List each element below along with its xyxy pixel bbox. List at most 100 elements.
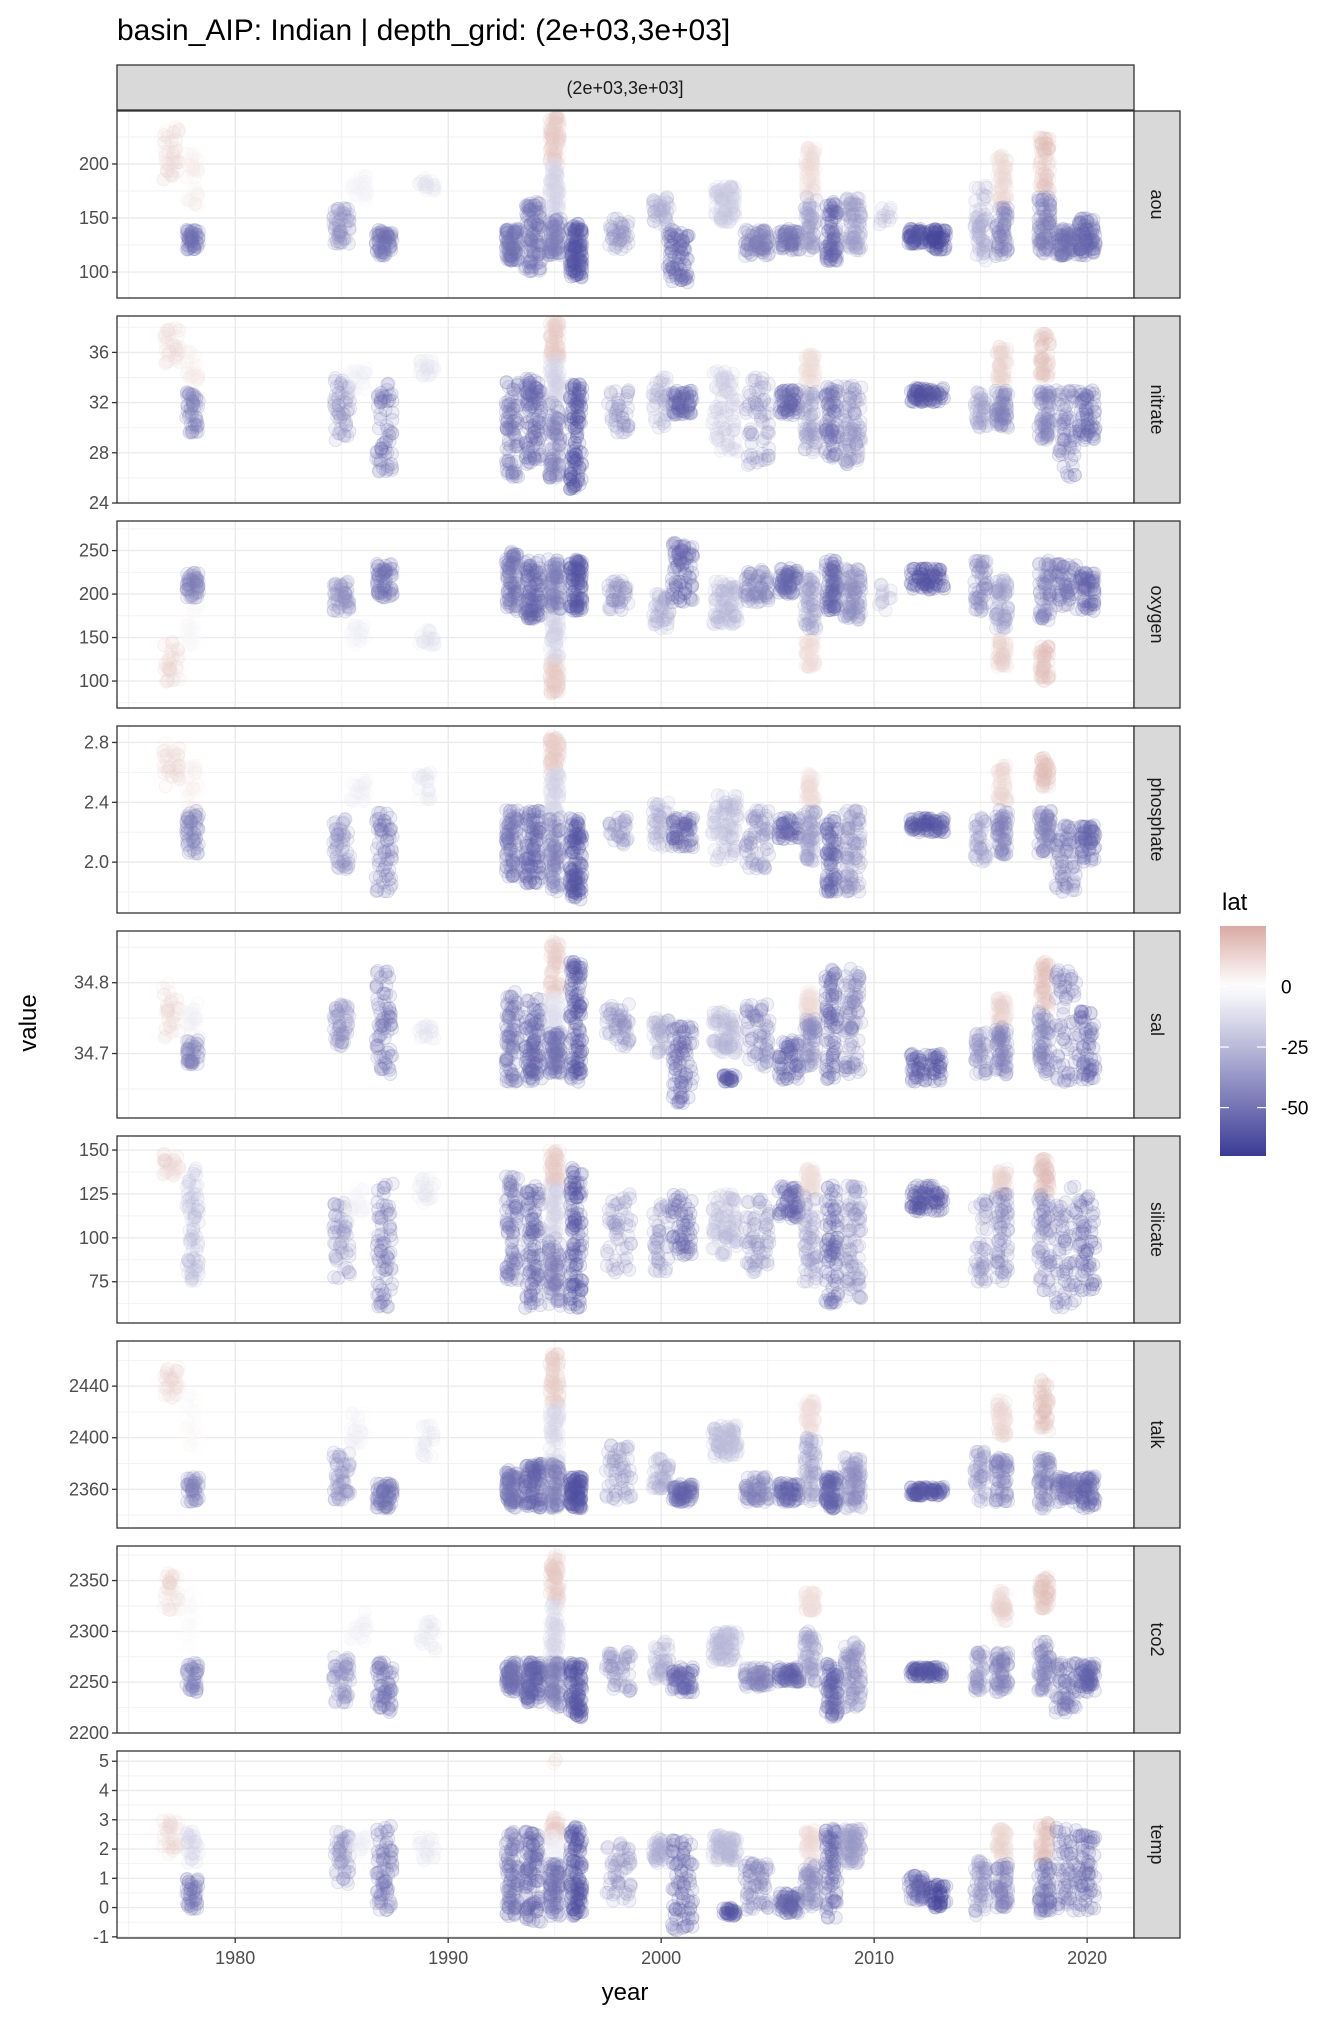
data-point — [158, 136, 171, 149]
data-point — [546, 374, 559, 387]
y-tick-label: 28 — [89, 443, 109, 463]
data-point — [682, 229, 695, 242]
data-point — [190, 578, 203, 591]
data-point — [191, 414, 204, 427]
data-point — [187, 239, 200, 252]
y-tick-label: 24 — [89, 493, 109, 513]
data-point — [358, 382, 371, 395]
data-point — [852, 434, 865, 447]
data-point — [848, 405, 861, 418]
data-point — [1059, 249, 1072, 262]
data-point — [993, 189, 1006, 202]
data-point — [342, 214, 355, 227]
data-point — [809, 364, 822, 377]
data-point — [374, 413, 387, 426]
data-point — [807, 220, 820, 233]
column-strip-label: (2e+03,3e+03] — [566, 78, 683, 98]
data-point — [1040, 433, 1053, 446]
data-point — [428, 182, 441, 195]
y-tick-label: 32 — [89, 393, 109, 413]
data-point — [749, 371, 762, 384]
data-point — [847, 208, 860, 221]
data-point — [990, 347, 1003, 360]
data-point — [884, 211, 897, 224]
data-point — [726, 409, 739, 422]
data-point — [1088, 424, 1101, 437]
data-point — [726, 393, 739, 406]
data-point — [187, 371, 200, 384]
data-point — [841, 455, 854, 468]
y-tick-label: 100 — [79, 262, 109, 282]
data-point — [602, 397, 615, 410]
data-point — [164, 664, 177, 677]
data-point — [160, 356, 173, 369]
data-point — [168, 155, 181, 168]
data-point — [543, 468, 556, 481]
data-point — [682, 401, 695, 414]
data-point — [507, 384, 520, 397]
data-point — [1081, 408, 1094, 421]
data-point — [1075, 396, 1088, 409]
data-point — [727, 200, 740, 213]
data-point — [711, 185, 724, 198]
data-point — [748, 239, 761, 252]
data-point — [1040, 138, 1053, 151]
data-point — [663, 201, 676, 214]
data-point — [714, 444, 727, 457]
data-point — [182, 158, 195, 171]
data-point — [358, 363, 371, 376]
data-point — [806, 147, 819, 160]
data-point — [978, 247, 991, 260]
data-point — [762, 452, 775, 465]
data-point — [331, 405, 344, 418]
data-point — [996, 154, 1009, 167]
data-point — [1040, 176, 1053, 189]
data-point — [183, 198, 196, 211]
data-point — [345, 625, 358, 638]
data-point — [649, 199, 662, 212]
data-point — [1060, 466, 1073, 479]
data-point — [565, 248, 578, 261]
data-point — [551, 213, 564, 226]
data-point — [802, 430, 815, 443]
data-point — [609, 595, 622, 608]
data-point — [743, 386, 756, 399]
data-point — [780, 385, 793, 398]
data-point — [422, 638, 435, 651]
data-point — [751, 401, 764, 414]
data-point — [998, 365, 1011, 378]
data-point — [778, 240, 791, 253]
data-point — [377, 437, 390, 450]
data-point — [573, 393, 586, 406]
data-point — [523, 449, 536, 462]
data-point — [1036, 218, 1049, 231]
data-point — [505, 242, 518, 255]
data-point — [553, 186, 566, 199]
panels: aou100150200nitrate24283236oxygen1001502… — [69, 109, 1180, 1947]
data-point — [741, 450, 754, 463]
data-point — [819, 424, 832, 437]
data-point — [379, 566, 392, 579]
data-point — [542, 443, 555, 456]
data-point — [502, 434, 515, 447]
data-point — [938, 243, 951, 256]
data-point — [675, 576, 688, 589]
row-strip-label: aou — [1147, 189, 1167, 219]
data-point — [372, 389, 385, 402]
data-point — [550, 358, 563, 371]
data-point — [1065, 453, 1078, 466]
data-point — [930, 389, 943, 402]
data-point — [568, 269, 581, 282]
data-point — [926, 240, 939, 253]
data-point — [616, 232, 629, 245]
data-point — [650, 389, 663, 402]
data-point — [532, 377, 545, 390]
data-point — [973, 388, 986, 401]
data-point — [575, 574, 588, 587]
data-point — [620, 588, 633, 601]
data-point — [873, 218, 886, 231]
data-point — [422, 359, 435, 372]
data-point — [1072, 419, 1085, 432]
